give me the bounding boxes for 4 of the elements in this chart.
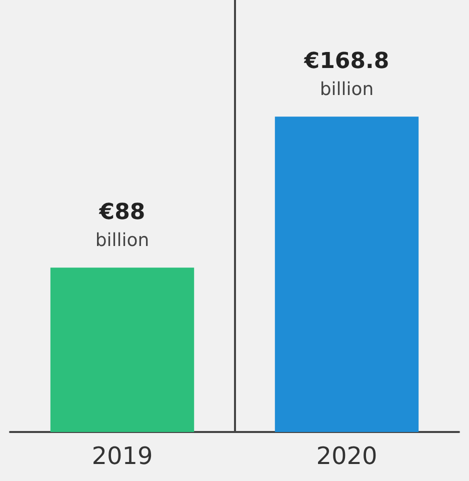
x-tick-label: 2020 [316, 442, 378, 470]
x-tick-label: 2019 [92, 442, 153, 470]
data-label: €168.8 billion [303, 49, 390, 100]
data-label: €88 billion [95, 200, 150, 252]
